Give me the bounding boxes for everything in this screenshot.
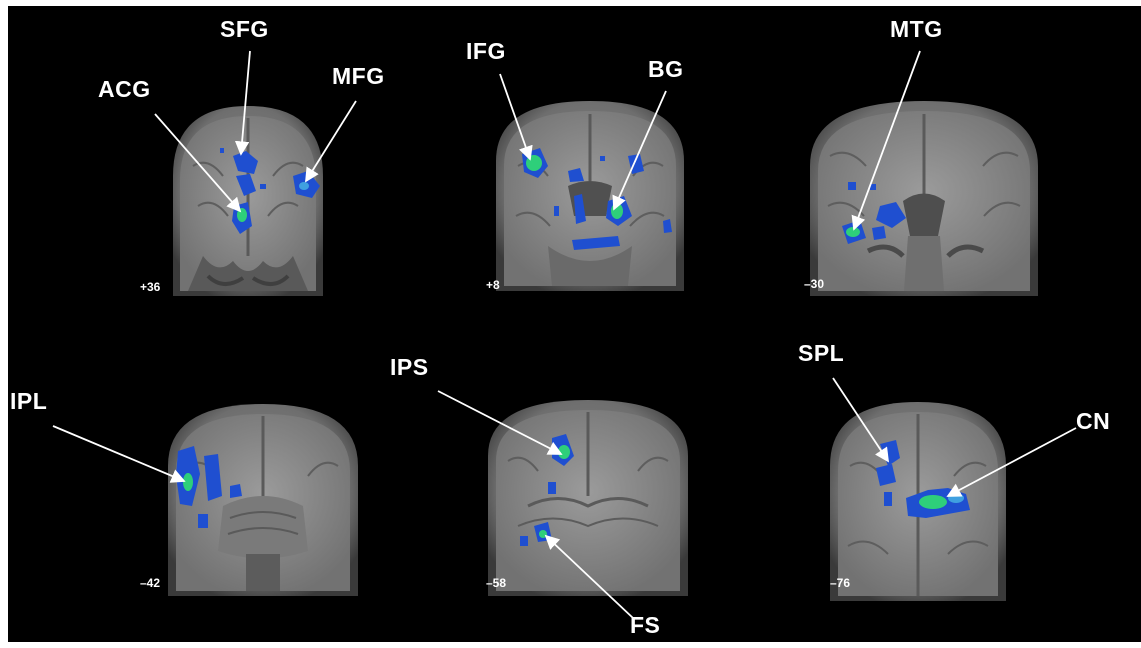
region-label-spl: SPL [798,340,845,366]
arrow-cn [946,427,1077,497]
activation-cluster [176,446,242,528]
brain-slice-6 [830,402,1006,601]
arrow-ipl [52,425,186,483]
arrow-mfg [305,100,357,183]
region-label-fs: FS [630,612,661,638]
slice-coordinate-label: –76 [830,576,851,590]
brain-slice-5 [488,400,688,596]
slice-coordinate-label: –30 [804,277,825,291]
region-label-sfg: SFG [220,16,269,42]
region-label-ipl: IPL [10,388,48,414]
slice-coordinate-label: +36 [140,280,161,294]
slice-coordinate-label: –42 [140,576,161,590]
region-label-ifg: IFG [466,38,506,64]
arrow-sfg [234,50,251,156]
region-label-mtg: MTG [890,16,943,42]
region-label-acg: ACG [98,76,151,102]
arrow-fs [544,534,634,619]
slice-coordinate-label: +8 [486,278,500,292]
arrow-ips [437,390,563,455]
region-label-bg: BG [648,56,684,82]
brain-slice-1 [173,106,323,296]
arrow-ifg [499,73,533,161]
brain-slice-2 [496,101,684,291]
brain-slice-3 [810,101,1038,296]
brain-slice-4 [168,404,358,596]
figure-canvas: +36 +8 –30 –42 –58 –76 SFG ACG MFG IFG B… [8,6,1141,642]
region-label-mfg: MFG [332,63,385,89]
annotation-arrows [52,50,1077,619]
arrow-bg [612,90,667,211]
arrow-mtg [851,50,921,231]
arrow-acg [154,113,242,213]
slice-coordinate-label: –58 [486,576,507,590]
arrow-spl [832,377,889,463]
region-label-ips: IPS [390,354,429,380]
region-label-cn: CN [1076,408,1111,434]
brain-slices-figure [52,50,1077,619]
